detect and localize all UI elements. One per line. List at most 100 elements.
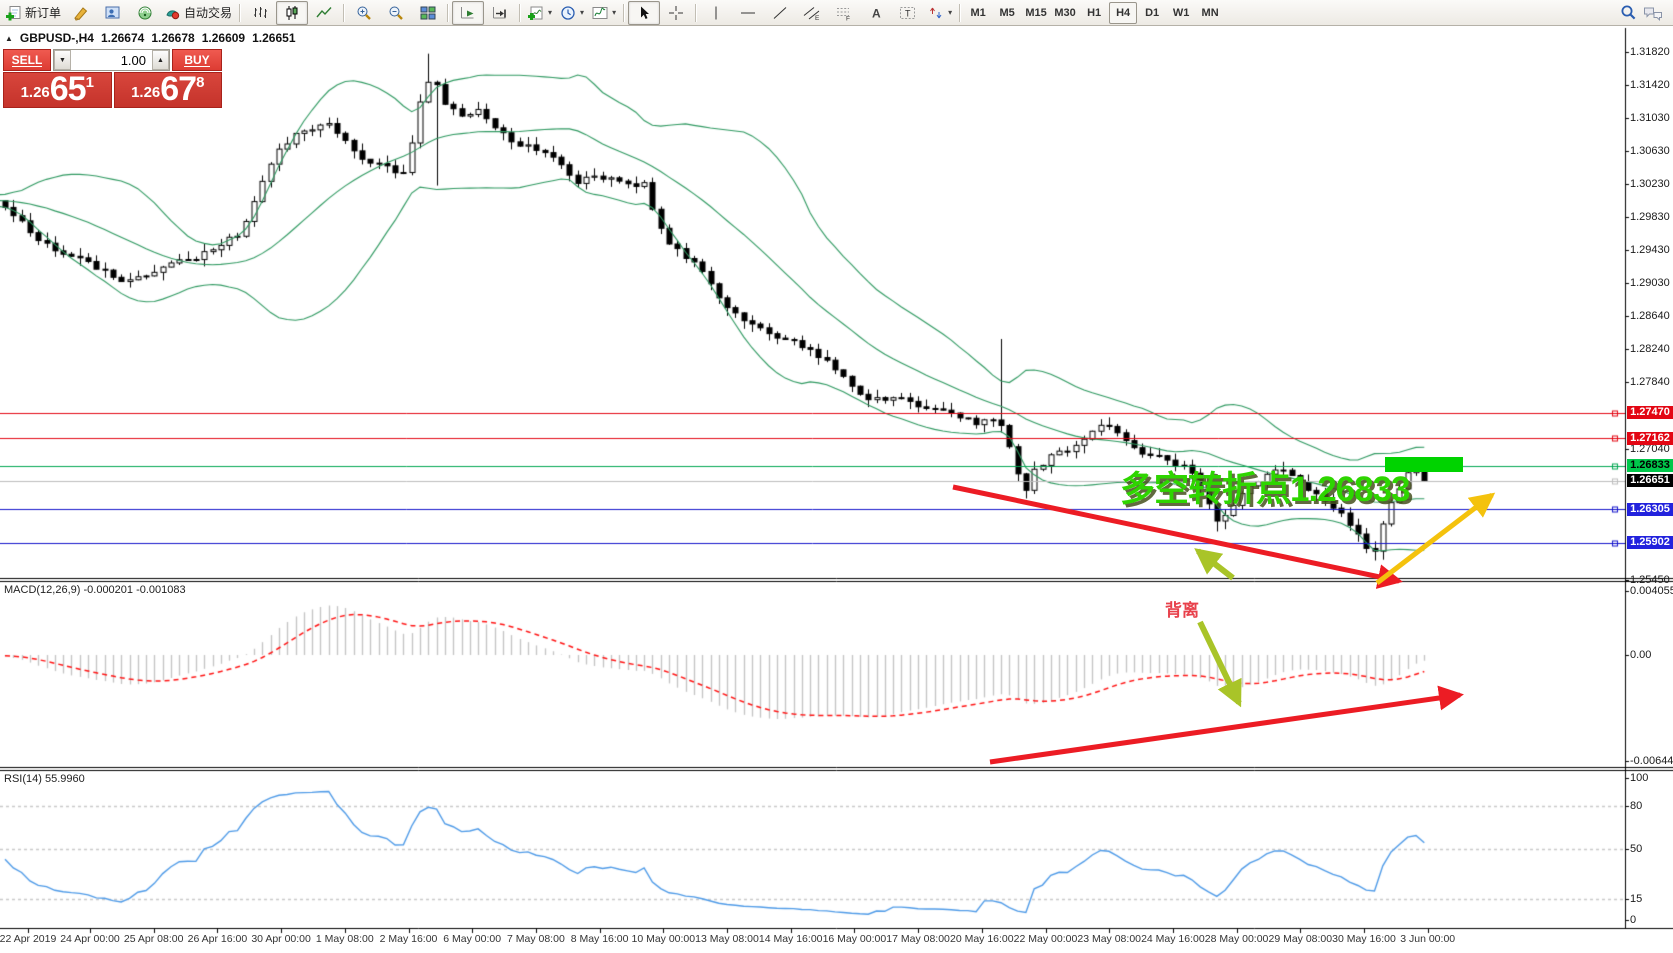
- price-axis-tick: 1.25450: [1630, 574, 1670, 587]
- macd-axis-tick: 0.00: [1630, 649, 1652, 661]
- toolbar-separator: [959, 3, 962, 22]
- highlight-box-object[interactable]: [1385, 457, 1463, 472]
- indicators-icon: [592, 6, 608, 19]
- time-axis-label: 8 May 16:00: [570, 933, 629, 945]
- new-order-button[interactable]: 新订单: [2, 1, 65, 25]
- macd-indicator-label: MACD(12,26,9) -0.000201 -0.001083: [4, 584, 186, 596]
- time-axis-label: 7 May 08:00: [506, 933, 565, 945]
- cursor-tool-button[interactable]: [628, 0, 661, 25]
- metaeditor-icon: [74, 6, 88, 21]
- new-order-icon: [6, 5, 21, 20]
- price-level-tag: 1.26651: [1627, 474, 1673, 488]
- autotrading-icon: [166, 9, 180, 19]
- zoom-out-button[interactable]: [380, 1, 412, 25]
- signals-button[interactable]: [129, 1, 161, 25]
- bar-low-value: 1.26609: [201, 31, 246, 45]
- time-axis-label: 23 May 08:00: [1077, 933, 1142, 945]
- autotrading-button[interactable]: 自动交易: [161, 1, 236, 25]
- text-tool-button[interactable]: A: [860, 1, 892, 25]
- tile-windows-button[interactable]: [412, 1, 444, 25]
- time-axis-label: 22 May 00:00: [1013, 933, 1078, 945]
- toolbar-separator: [343, 3, 346, 22]
- trendline-tool-button[interactable]: [764, 1, 796, 25]
- sell-button-label: SELL: [11, 52, 43, 67]
- time-axis-label: 30 Apr 00:00: [251, 933, 311, 945]
- terminal-button[interactable]: [97, 1, 129, 25]
- rsi-axis-tick: 80: [1630, 800, 1643, 812]
- arrows-tool-button[interactable]: ▾: [924, 1, 956, 25]
- new-chart-icon: [528, 6, 543, 20]
- line-chart-button[interactable]: [308, 1, 340, 25]
- buy-button[interactable]: BUY: [172, 49, 222, 71]
- community-chat-icon[interactable]: [1643, 5, 1663, 21]
- toolbar-separator: [239, 3, 242, 22]
- time-axis-label: 16 May 00:00: [822, 933, 887, 945]
- timeframe-d1[interactable]: D1: [1145, 6, 1160, 19]
- price-axis-tick: 1.27840: [1630, 376, 1670, 389]
- channel-tool-button[interactable]: E: [796, 1, 828, 25]
- zoom-in-button[interactable]: [348, 1, 380, 25]
- panel-collapse-icon[interactable]: ▲: [5, 33, 13, 43]
- metaeditor-button[interactable]: [65, 1, 97, 25]
- auto-scroll-icon: [461, 6, 474, 18]
- rsi-value: 55.9960: [44, 773, 85, 785]
- text-label-icon: T: [900, 6, 916, 19]
- time-axis-label: 10 May 00:00: [631, 933, 696, 945]
- text-icon: A: [872, 6, 881, 20]
- rsi-name: RSI(14): [4, 773, 42, 785]
- pivot-annotation-text[interactable]: 多空转折点1.26833: [1120, 470, 1411, 509]
- timeframe-m30[interactable]: M30: [1054, 6, 1076, 19]
- candlestick-chart-button[interactable]: [276, 0, 309, 25]
- chart-shift-button[interactable]: [484, 1, 516, 25]
- volume-input[interactable]: [71, 50, 152, 70]
- bar-chart-button[interactable]: [244, 1, 276, 25]
- auto-scroll-button[interactable]: [452, 0, 485, 25]
- timeframe-h1[interactable]: H1: [1087, 6, 1102, 19]
- buy-price-big: 67: [160, 70, 197, 108]
- arrow-objects-icon: [930, 7, 942, 18]
- sell-price-display[interactable]: 1.26 65 1: [3, 72, 112, 108]
- new-chart-button[interactable]: ▾: [524, 1, 556, 25]
- periods-clock-icon: [561, 5, 575, 20]
- price-axis-tick: 1.28240: [1630, 342, 1670, 355]
- macd-signal-value: -0.001083: [136, 584, 186, 596]
- periods-caret: ▾: [580, 8, 585, 17]
- periods-button[interactable]: ▾: [556, 1, 588, 25]
- bar-open-value: 1.26674: [100, 31, 145, 45]
- sell-button[interactable]: SELL: [3, 49, 51, 71]
- cursor-icon: [641, 6, 650, 19]
- search-icon[interactable]: [1620, 4, 1637, 21]
- volume-increase-button[interactable]: ▲: [152, 50, 169, 70]
- horizontal-line-tool-button[interactable]: [732, 1, 764, 25]
- indicators-button[interactable]: ▾: [588, 1, 620, 25]
- bar-high-value: 1.26678: [151, 31, 195, 45]
- price-axis-tick: 1.30630: [1630, 144, 1670, 157]
- buy-price-display[interactable]: 1.26 67 8: [113, 70, 222, 108]
- svg-text:T: T: [905, 8, 911, 18]
- toolbar-separator: [623, 3, 626, 22]
- timeframe-m15[interactable]: M15: [1025, 6, 1047, 19]
- price-axis-tick: 1.31820: [1630, 46, 1670, 58]
- chart-title: ▲ GBPUSD-,H4 1.26674 1.26678 1.26609 1.2…: [5, 31, 296, 45]
- timeframe-m1[interactable]: M1: [970, 6, 986, 19]
- fibonacci-icon: F: [837, 7, 850, 21]
- toolbar-separator: [695, 3, 698, 22]
- new-order-label: 新订单: [25, 6, 62, 20]
- time-axis-label: 1 May 08:00: [315, 933, 374, 945]
- fibonacci-tool-button[interactable]: F: [828, 1, 860, 25]
- autotrading-label: 自动交易: [184, 6, 233, 20]
- label-tool-button[interactable]: T: [892, 1, 924, 25]
- vertical-line-tool-button[interactable]: [700, 1, 732, 25]
- timeframe-m5[interactable]: M5: [999, 6, 1015, 19]
- volume-decrease-button[interactable]: ▼: [54, 50, 71, 70]
- divergence-annotation-text[interactable]: 背离: [1165, 601, 1199, 620]
- macd-axis-tick: 0.004055: [1630, 585, 1673, 597]
- timeframe-w1[interactable]: W1: [1172, 6, 1190, 19]
- timeframe-mn[interactable]: MN: [1201, 6, 1219, 19]
- timeframe-h4[interactable]: H4: [1109, 1, 1138, 24]
- price-axis-tick: 1.29030: [1630, 277, 1670, 290]
- time-axis-label: 17 May 08:00: [886, 933, 950, 945]
- time-axis-label: 22 Apr 2019: [0, 933, 57, 945]
- crosshair-tool-button[interactable]: [660, 1, 692, 25]
